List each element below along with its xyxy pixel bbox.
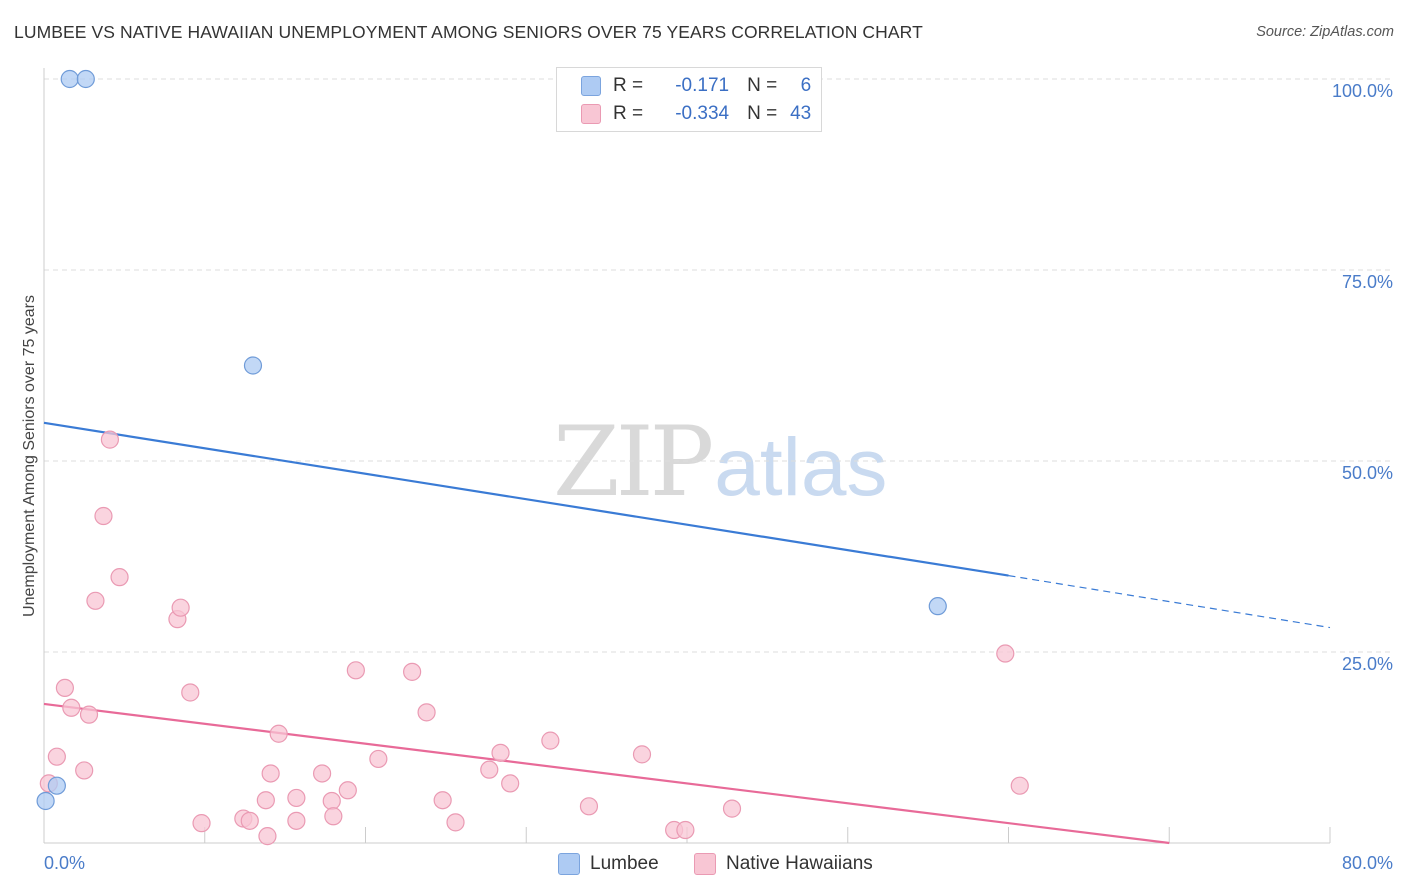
watermark-zip: ZIP bbox=[553, 406, 714, 518]
trend-line-lumbee bbox=[43, 421, 1009, 577]
x-tick-label: 80.0% bbox=[1342, 853, 1393, 873]
legend-row-native-hawaiians: R = -0.334 N = 43 bbox=[581, 100, 811, 128]
data-point-native-hawaiians bbox=[100, 430, 120, 449]
data-point-native-hawaiians bbox=[346, 661, 365, 680]
legend-n-value: 6 bbox=[800, 75, 812, 96]
data-point-native-hawaiians bbox=[312, 764, 332, 783]
data-point-native-hawaiians bbox=[47, 747, 66, 766]
legend-r-value: -0.334 bbox=[675, 103, 730, 124]
data-point-native-hawaiians bbox=[322, 791, 341, 811]
data-point-native-hawaiians bbox=[480, 760, 499, 779]
data-point-native-hawaiians bbox=[269, 724, 288, 743]
data-point-native-hawaiians bbox=[369, 749, 388, 769]
data-point-native-hawaiians bbox=[324, 807, 343, 826]
legend-r-label: R = bbox=[613, 103, 644, 124]
legend-row-lumbee: R = -0.171 N = 6 bbox=[581, 72, 811, 100]
data-point-native-hawaiians bbox=[287, 788, 306, 808]
legend-n-label: N = bbox=[747, 103, 778, 124]
y-tick-label: 75.0% bbox=[1342, 272, 1393, 292]
data-point-native-hawaiians bbox=[86, 591, 105, 610]
watermark-atlas: atlas bbox=[714, 422, 888, 513]
data-point-native-hawaiians bbox=[261, 764, 280, 783]
data-point-native-hawaiians bbox=[403, 662, 422, 681]
legend-swatch-native-hawaiians bbox=[581, 104, 601, 124]
x-tick-label: 0.0% bbox=[44, 853, 85, 873]
data-point-lumbee bbox=[60, 69, 79, 89]
data-point-native-hawaiians bbox=[79, 705, 99, 724]
trend-line-native-hawaiians bbox=[43, 702, 1170, 845]
watermark: ZIPatlas bbox=[553, 406, 887, 518]
data-point-native-hawaiians bbox=[94, 506, 113, 526]
trend-line-extension bbox=[1008, 575, 1331, 629]
data-point-native-hawaiians bbox=[579, 797, 599, 816]
legend-r-label: R = bbox=[613, 75, 644, 96]
data-point-native-hawaiians bbox=[75, 761, 94, 780]
data-point-native-hawaiians bbox=[541, 731, 560, 750]
source-label: Source: ZipAtlas.com bbox=[1256, 24, 1394, 40]
legend-r-value: -0.171 bbox=[675, 75, 730, 96]
data-point-lumbee bbox=[47, 776, 66, 795]
data-point-lumbee bbox=[928, 597, 947, 616]
data-point-lumbee bbox=[243, 356, 263, 375]
data-point-native-hawaiians bbox=[1010, 776, 1029, 795]
y-tick-label: 100.0% bbox=[1332, 81, 1393, 101]
data-point-native-hawaiians bbox=[676, 820, 695, 840]
data-point-native-hawaiians bbox=[287, 811, 306, 830]
legend-n-label: N = bbox=[747, 75, 778, 96]
data-point-native-hawaiians bbox=[446, 813, 465, 832]
data-point-native-hawaiians bbox=[258, 827, 277, 846]
bottom-legend-label-native-hawaiians: Native Hawaiians bbox=[726, 853, 873, 874]
data-point-native-hawaiians bbox=[110, 568, 129, 587]
data-point-native-hawaiians bbox=[722, 799, 742, 818]
legend-n-value: 43 bbox=[790, 103, 812, 124]
stats-legend: R = -0.171 N = 6 R = -0.334 N = 43 bbox=[556, 67, 822, 132]
data-point-native-hawaiians bbox=[491, 743, 510, 762]
bottom-legend-lumbee: Lumbee bbox=[558, 851, 659, 877]
bottom-legend-native-hawaiians: Native Hawaiians bbox=[694, 851, 873, 877]
y-tick-label: 25.0% bbox=[1342, 654, 1393, 674]
data-point-native-hawaiians bbox=[996, 644, 1015, 663]
data-point-lumbee bbox=[76, 69, 95, 89]
data-point-native-hawaiians bbox=[181, 683, 200, 702]
bottom-legend-swatch-native-hawaiians bbox=[694, 853, 716, 875]
data-point-native-hawaiians bbox=[632, 745, 652, 764]
data-point-native-hawaiians bbox=[192, 814, 211, 833]
y-tick-label: 50.0% bbox=[1342, 463, 1393, 483]
data-point-native-hawaiians bbox=[62, 698, 81, 717]
data-point-native-hawaiians bbox=[171, 598, 190, 617]
bottom-legend-label-lumbee: Lumbee bbox=[590, 853, 659, 874]
data-point-lumbee bbox=[36, 791, 55, 811]
data-point-native-hawaiians bbox=[338, 781, 357, 800]
data-point-native-hawaiians bbox=[433, 791, 452, 810]
data-point-native-hawaiians bbox=[240, 811, 259, 830]
chart-title: LUMBEE VS NATIVE HAWAIIAN UNEMPLOYMENT A… bbox=[14, 22, 923, 42]
data-point-native-hawaiians bbox=[256, 791, 275, 810]
bottom-legend-swatch-lumbee bbox=[558, 853, 580, 875]
data-point-native-hawaiians bbox=[55, 678, 74, 698]
legend-swatch-lumbee bbox=[581, 76, 601, 96]
data-point-native-hawaiians bbox=[417, 703, 436, 722]
data-point-native-hawaiians bbox=[501, 774, 520, 793]
